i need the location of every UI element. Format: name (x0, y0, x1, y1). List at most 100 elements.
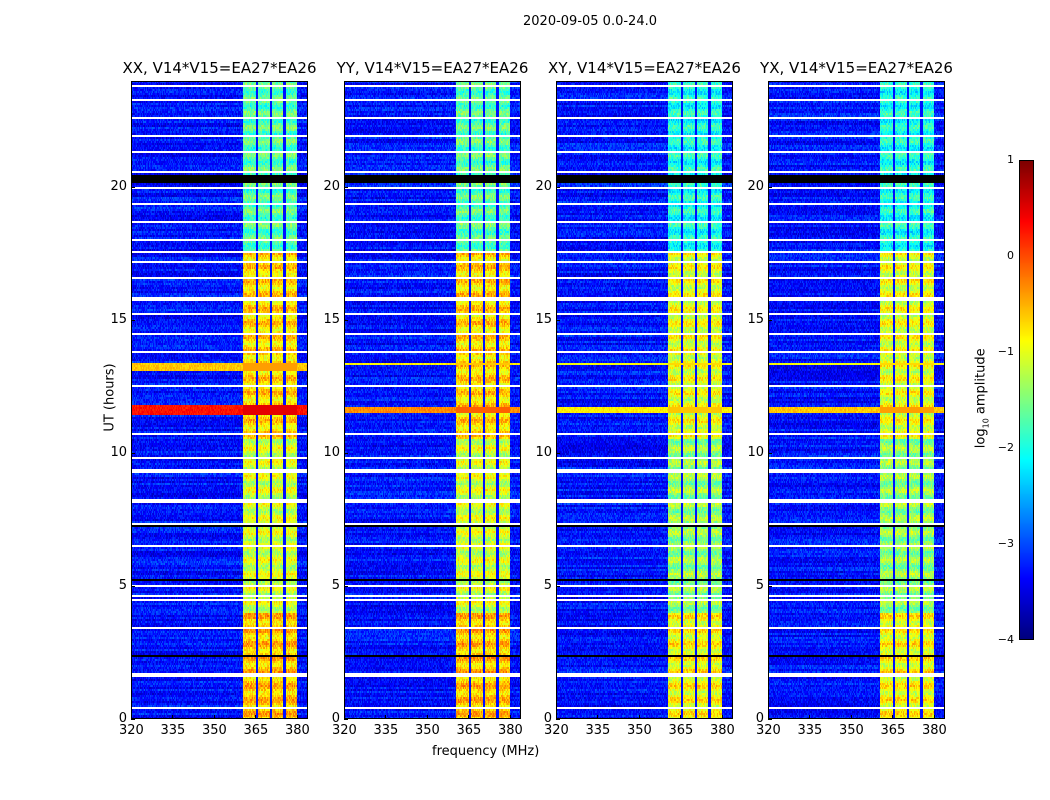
y-tick-label: 5 (331, 578, 340, 594)
y-tick-label: 15 (535, 312, 552, 328)
y-tick-label: 20 (110, 179, 127, 195)
x-tick-label: 365 (456, 723, 482, 738)
x-tick-mark (556, 715, 557, 719)
x-tick-label: 380 (921, 723, 947, 738)
x-tick-mark (468, 715, 470, 719)
y-tick-mark (344, 719, 348, 720)
x-tick-label: 365 (243, 723, 269, 738)
y-tick-mark (556, 719, 560, 720)
axes-frame (768, 81, 945, 719)
y-tick-label: 0 (755, 711, 764, 726)
y-tick-label: 15 (323, 312, 340, 328)
colorbar-tick-label: 0 (1007, 249, 1014, 262)
y-tick-mark (768, 187, 772, 189)
y-tick-mark (131, 453, 135, 455)
y-tick-label: 0 (118, 711, 127, 726)
y-tick-mark (556, 453, 560, 455)
y-tick-label: 5 (118, 578, 127, 594)
y-tick-label: 15 (747, 312, 764, 328)
y-tick-mark (131, 719, 135, 720)
axes-frame (131, 81, 308, 719)
heatmap (131, 81, 308, 719)
x-tick-mark (344, 715, 345, 719)
x-tick-mark (597, 715, 599, 719)
x-tick-mark (385, 715, 387, 719)
x-tick-mark (172, 715, 174, 719)
colorbar-tick-label: 1 (1007, 153, 1014, 166)
x-tick-mark (680, 715, 682, 719)
panel-title: XX, V14*V15=EA27*EA26 (122, 59, 317, 77)
panel-xx: XX, V14*V15=EA27*EA26 320 335 350 365 380 0 5 10… (110, 59, 316, 738)
y-tick-mark (556, 187, 560, 189)
x-tick-mark (933, 715, 935, 719)
x-tick-label: 350 (838, 723, 864, 738)
x-tick-label: 320 (332, 723, 357, 738)
y-tick-label: 20 (747, 179, 764, 195)
y-tick-mark (768, 453, 772, 455)
x-tick-mark (892, 715, 894, 719)
colorbar-tick-label: −2 (997, 441, 1014, 454)
x-tick-label: 335 (373, 723, 399, 738)
y-tick-label: 0 (331, 711, 340, 726)
axes-frame (344, 81, 521, 719)
y-tick-mark (768, 320, 772, 322)
y-tick-label: 15 (110, 312, 127, 328)
y-tick-label: 10 (323, 445, 340, 461)
panel-yy: YY, V14*V15=EA27*EA26 320 335 350 365 380 0 5 10… (323, 59, 528, 738)
y-tick-mark (131, 187, 135, 189)
colorbar (1019, 160, 1034, 640)
colorbar-tick-label: −3 (997, 537, 1014, 550)
panel-yx: YX, V14*V15=EA27*EA26 320 335 350 365 380 0 5 10… (747, 59, 952, 738)
panel-title: YX, V14*V15=EA27*EA26 (760, 59, 953, 77)
x-tick-label: 350 (414, 723, 440, 738)
x-tick-label: 320 (119, 723, 144, 738)
colorbar-label: log10 amplitude (973, 348, 991, 449)
y-tick-label: 5 (755, 578, 764, 594)
x-tick-label: 335 (797, 723, 823, 738)
y-tick-label: 10 (110, 445, 127, 461)
heatmap (556, 81, 733, 719)
y-tick-label: 0 (543, 711, 552, 726)
y-tick-mark (344, 586, 348, 588)
y-tick-label: 20 (323, 179, 340, 195)
y-tick-mark (131, 586, 135, 588)
y-tick-label: 5 (543, 578, 552, 594)
x-tick-mark (213, 715, 215, 719)
x-tick-mark (721, 715, 723, 719)
x-tick-label: 350 (626, 723, 652, 738)
x-tick-mark (426, 715, 428, 719)
y-tick-label: 10 (535, 445, 552, 461)
panel-title: YY, V14*V15=EA27*EA26 (336, 59, 529, 77)
x-tick-label: 365 (880, 723, 906, 738)
x-tick-mark (296, 715, 298, 719)
y-tick-label: 20 (535, 179, 552, 195)
y-tick-mark (556, 320, 560, 322)
y-tick-mark (556, 586, 560, 588)
x-axis-label: frequency (MHz) (432, 744, 540, 759)
x-tick-label: 335 (160, 723, 186, 738)
x-tick-label: 380 (284, 723, 310, 738)
x-tick-label: 320 (544, 723, 569, 738)
y-axis-label: UT (hours) (102, 363, 118, 432)
x-tick-mark (768, 715, 769, 719)
x-tick-label: 365 (668, 723, 694, 738)
x-tick-label: 380 (709, 723, 735, 738)
y-tick-mark (344, 453, 348, 455)
y-tick-label: 10 (747, 445, 764, 461)
figure-title: 2020-09-05 0.0-24.0 (523, 14, 657, 29)
x-tick-mark (850, 715, 852, 719)
axes-frame (556, 81, 733, 719)
x-tick-mark (509, 715, 511, 719)
x-tick-mark (809, 715, 811, 719)
y-tick-mark (344, 320, 348, 322)
x-tick-mark (131, 715, 132, 719)
y-tick-mark (131, 320, 135, 322)
x-tick-mark (638, 715, 640, 719)
x-tick-label: 320 (756, 723, 781, 738)
x-tick-label: 380 (497, 723, 523, 738)
heatmap (768, 81, 945, 719)
x-tick-mark (255, 715, 257, 719)
y-tick-mark (768, 586, 772, 588)
colorbar-tick-label: −4 (997, 633, 1014, 646)
